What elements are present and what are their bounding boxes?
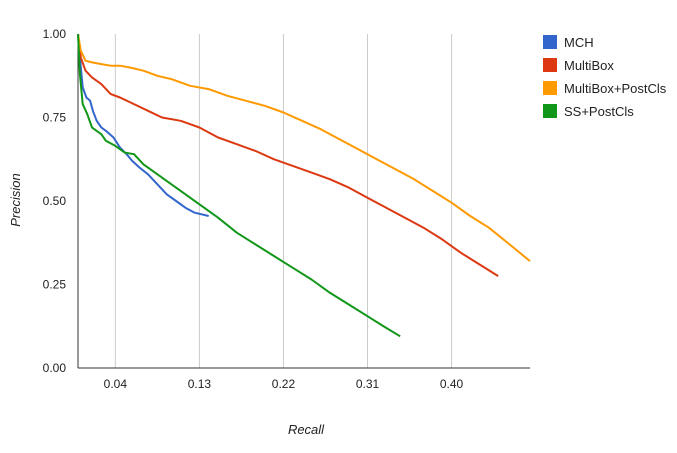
legend-label-multibox: MultiBox: [564, 58, 614, 73]
legend-swatch-mch: [543, 35, 557, 49]
legend-swatch-multibox: [543, 58, 557, 72]
legend-label-multibox-postcls: MultiBox+PostCls: [564, 81, 667, 96]
legend-label-ss-postcls: SS+PostCls: [564, 104, 634, 119]
x-axis-title: Recall: [288, 422, 325, 437]
legend-swatch-ss-postcls: [543, 104, 557, 118]
y-tick-label: 1.00: [43, 27, 67, 41]
series-lines: [77, 33, 531, 338]
y-tick-label: 0.75: [43, 111, 67, 125]
x-tick-label: 0.04: [104, 377, 128, 391]
x-tick-label: 0.22: [272, 377, 296, 391]
y-tick-label: 0.50: [43, 194, 67, 208]
y-tick-label: 0.00: [43, 361, 67, 375]
series-line-ss-postcls: [77, 33, 401, 338]
axes: [77, 34, 530, 369]
y-tick-labels: 0.00 0.25 0.50 0.75 1.00: [43, 27, 67, 375]
legend-label-mch: MCH: [564, 35, 594, 50]
y-axis-title: Precision: [8, 173, 23, 226]
grid-lines: [114, 34, 453, 368]
legend: MCH MultiBox MultiBox+PostCls SS+PostCls: [543, 35, 667, 119]
x-tick-label: 0.40: [440, 377, 464, 391]
x-tick-label: 0.13: [188, 377, 212, 391]
series-line-multibox-postcls: [77, 33, 531, 262]
x-tick-label: 0.31: [356, 377, 380, 391]
series-line-mch: [77, 33, 209, 217]
y-tick-label: 0.25: [43, 278, 67, 292]
legend-swatch-multibox-postcls: [543, 81, 557, 95]
x-tick-labels: 0.04 0.13 0.22 0.31 0.40: [104, 377, 464, 391]
series-line-multibox: [77, 33, 499, 277]
